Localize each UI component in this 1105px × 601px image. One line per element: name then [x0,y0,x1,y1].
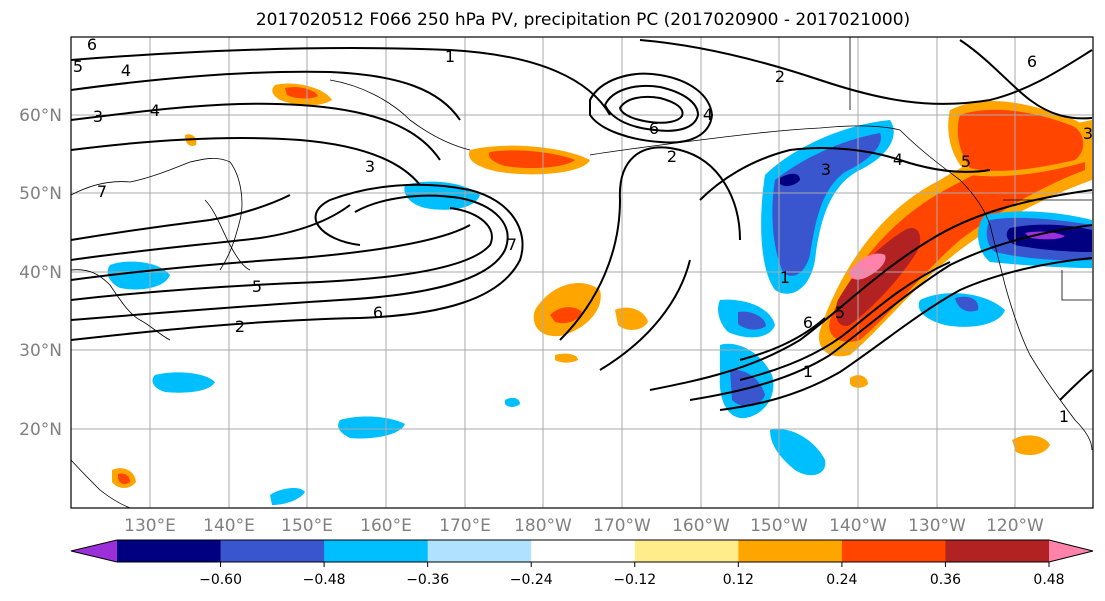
contour-label: 6 [1027,52,1037,71]
precip-negative-region [152,372,215,393]
lon-label: 160°E [360,516,412,536]
contour-label: 3 [821,160,831,179]
coastlines [70,37,1093,509]
colorbar-tick-label: 0.12 [723,572,754,588]
contour-label: 5 [252,277,262,296]
precip-positive-region [550,307,582,324]
colorbar-segment [634,540,739,562]
contour-label: 6 [373,303,383,322]
precip-positive-region [1012,435,1050,456]
contour-label: 5 [73,57,83,76]
colorbar-tick-label: −0.60 [199,572,242,588]
colorbar-segment [324,540,429,562]
lon-label: 170°W [593,516,651,536]
precip-negative-region [107,261,170,290]
precip-negative-region [955,296,979,312]
precip-negative-region [270,488,305,505]
contour-label: 1 [1059,407,1069,426]
contour-labels: 1 2 2 3 3 4 4 5 5 6 6 6 7 7 1 2 3 4 5 6 [73,35,1093,426]
contour-label: 2 [667,147,677,166]
lat-label: 40°N [19,263,62,283]
contour-label: 2 [235,317,245,336]
contour-label: 4 [121,61,131,80]
contour-label: 1 [780,268,790,287]
precip-negative-region [772,133,881,276]
longitude-labels: 130°E 140°E 150°E 160°E 170°E 180°W 170°… [124,516,1044,536]
colorbar-outline [70,539,1094,563]
contour-label: 1 [803,362,813,381]
contour-label: 4 [893,150,903,169]
precip-positive-region [615,307,648,330]
lon-label: 150°W [750,516,808,536]
lon-label: 160°W [672,516,730,536]
colorbar-extend-low [71,540,117,562]
contour-label: 7 [97,182,107,201]
lon-label: 140°E [203,516,255,536]
map-panel: 1 2 2 3 3 4 4 5 5 6 6 6 7 7 1 2 3 4 5 6 [70,35,1094,509]
gridlines [71,37,1093,508]
colorbar-tick-label: 0.24 [826,572,857,588]
precip-negative-region [505,397,520,407]
lon-label: 130°W [908,516,966,536]
colorbar-tick-label: −0.12 [613,572,656,588]
precip-negative-region [1025,231,1065,240]
contour-label: 6 [87,35,97,54]
lat-label: 30°N [19,341,62,361]
colorbar-segment [945,540,1050,562]
colorbar-ticks: −0.60 −0.48 −0.36 −0.24 −0.12 0.12 0.24 0.36 0.4… [199,562,1065,588]
contour-label: 7 [507,235,517,254]
contour-label: 2 [775,67,785,86]
colorbar-segments [117,540,1050,562]
lon-label: 150°E [281,516,333,536]
map-frame [70,36,1094,509]
colorbar-segment [117,540,222,562]
precip-positive-region [829,138,1085,342]
contour-label: 6 [803,313,813,332]
colorbar: −0.60 −0.48 −0.36 −0.24 −0.12 0.12 0.24 0.36 0.4… [70,539,1094,588]
contour-label: 4 [703,105,713,124]
colorbar-tick-label: −0.36 [406,572,449,588]
lon-label: 180°W [514,516,572,536]
precip-negative-region [770,429,826,476]
contour-label: 6 [649,119,659,138]
contour-label: 3 [365,157,375,176]
contour-label: 5 [835,303,845,322]
lat-label: 20°N [19,420,62,440]
precip-negative-region [338,416,405,439]
colorbar-segment [531,540,636,562]
contour-label: 3 [93,107,103,126]
colorbar-segment [427,540,532,562]
contour-label: 4 [150,101,160,120]
colorbar-tick-label: 0.48 [1033,572,1064,588]
precip-positive-region [285,87,318,99]
pv-contours [70,39,1093,411]
precip-positive-region [555,353,578,363]
colorbar-segment [841,540,946,562]
colorbar-segment [738,540,843,562]
latitude-labels: 60°N 50°N 40°N 30°N 20°N [19,106,62,440]
contour-label: 3 [1083,124,1093,143]
colorbar-tick-label: −0.24 [510,572,553,588]
precip-positive-region [957,109,1084,171]
contour-label: 1 [445,47,455,66]
lon-label: 140°W [829,516,887,536]
colorbar-segment [220,540,325,562]
precip-negative-region [780,173,800,187]
map-title: 2017020512 F066 250 hPa PV, precipitatio… [256,10,910,30]
precip-positive-region [118,473,130,485]
lon-label: 120°W [986,516,1044,536]
lon-label: 130°E [124,516,176,536]
colorbar-tick-label: −0.48 [303,572,346,588]
precip-positive-region [850,375,868,388]
precip-negative-region [738,311,766,330]
lat-label: 60°N [19,106,62,126]
contour-label: 5 [961,152,971,171]
lon-label: 170°E [439,516,491,536]
lat-label: 50°N [19,184,62,204]
precip-positive-region [488,150,575,168]
colorbar-tick-label: 0.36 [930,572,961,588]
colorbar-extend-high [1049,540,1093,562]
